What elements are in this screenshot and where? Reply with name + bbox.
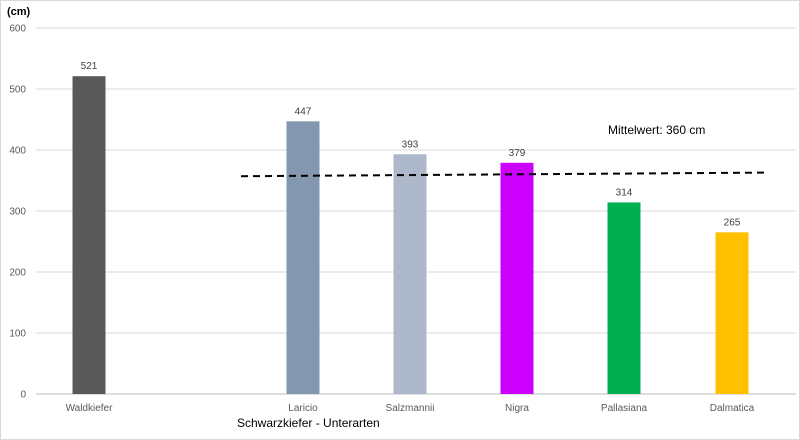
mean-line bbox=[240, 171, 770, 178]
y-tick-label: 0 bbox=[20, 390, 26, 401]
data-label: 314 bbox=[616, 187, 633, 198]
y-axis-ticks: 0 100 200 300 400 500 600 bbox=[9, 24, 26, 401]
bar bbox=[393, 154, 427, 394]
data-label: 379 bbox=[509, 148, 526, 159]
x-axis-ticks: Waldkiefer Laricio Salzmannii Nigra Pallasia… bbox=[66, 403, 755, 414]
x-tick-label: Dalmatica bbox=[710, 403, 755, 414]
x-tick-label: Pallasiana bbox=[601, 403, 648, 414]
y-tick-label: 600 bbox=[9, 24, 26, 35]
y-axis-label: (cm) bbox=[7, 6, 31, 18]
bars bbox=[72, 76, 749, 394]
y-tick-label: 400 bbox=[9, 146, 26, 157]
x-tick-label: Waldkiefer bbox=[66, 403, 114, 414]
y-tick-label: 200 bbox=[9, 268, 26, 279]
data-label: 265 bbox=[724, 217, 741, 228]
bar bbox=[607, 202, 641, 394]
y-tick-label: 500 bbox=[9, 85, 26, 96]
bar bbox=[286, 121, 320, 394]
bar bbox=[72, 76, 106, 394]
y-tick-label: 100 bbox=[9, 329, 26, 340]
data-label: 393 bbox=[402, 139, 419, 150]
group-label: Schwarzkiefer - Unterarten bbox=[237, 416, 380, 430]
data-label: 447 bbox=[295, 106, 312, 117]
bar bbox=[715, 232, 749, 394]
x-tick-label: Nigra bbox=[505, 403, 529, 414]
data-labels: 521 447 393 379 314 265 bbox=[81, 61, 741, 228]
y-tick-label: 300 bbox=[9, 207, 26, 218]
data-label: 521 bbox=[81, 61, 98, 72]
x-tick-label: Salzmannii bbox=[386, 403, 435, 414]
x-tick-label: Laricio bbox=[288, 403, 318, 414]
mean-annotation: Mittelwert: 360 cm bbox=[608, 123, 705, 137]
bar bbox=[500, 162, 534, 394]
